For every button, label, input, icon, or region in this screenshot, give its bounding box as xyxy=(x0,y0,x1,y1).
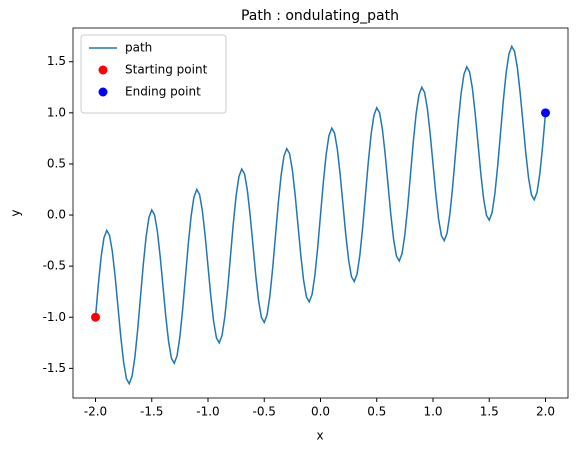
x-tick-label: 1.5 xyxy=(480,405,499,419)
legend-swatch xyxy=(98,87,108,97)
y-tick-label: 0.5 xyxy=(47,156,66,170)
y-tick-label: 1.0 xyxy=(47,105,66,119)
y-tick-label: -1.5 xyxy=(43,361,66,375)
data-line xyxy=(94,44,547,386)
data-point xyxy=(541,108,550,118)
x-tick-label: 0.0 xyxy=(311,405,330,419)
legend-label: path xyxy=(125,41,152,55)
legend-label: Ending point xyxy=(125,85,201,99)
x-tick-label: -0.5 xyxy=(253,405,276,419)
chart-title: Path : ondulating_path xyxy=(241,8,399,24)
legend-label: Starting point xyxy=(125,63,208,77)
x-axis-label: x xyxy=(316,429,323,443)
y-tick-label: -0.5 xyxy=(43,259,66,273)
y-axis-label: y xyxy=(9,209,23,216)
x-tick-label: 2.0 xyxy=(536,405,555,419)
x-tick-label: -1.5 xyxy=(140,405,163,419)
y-tick-label: 1.5 xyxy=(47,54,66,68)
x-tick-label: -1.0 xyxy=(196,405,219,419)
plot-frame xyxy=(72,27,569,399)
y-tick-label: 0.0 xyxy=(47,208,66,222)
x-tick-label: 1.0 xyxy=(423,405,442,419)
x-tick-label: 0.5 xyxy=(367,405,386,419)
legend-box xyxy=(80,34,227,114)
data-point xyxy=(91,312,100,322)
y-tick-label: -1.0 xyxy=(43,310,66,324)
x-tick-label: -2.0 xyxy=(84,405,107,419)
legend-swatch xyxy=(98,65,108,75)
